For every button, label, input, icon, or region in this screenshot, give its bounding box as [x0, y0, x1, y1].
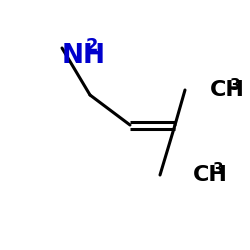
Text: CH: CH	[210, 80, 245, 100]
Text: CH: CH	[193, 165, 228, 185]
Text: NH: NH	[62, 43, 106, 69]
Text: 2: 2	[86, 37, 99, 55]
Text: 3: 3	[230, 78, 240, 92]
Text: 3: 3	[213, 162, 224, 178]
